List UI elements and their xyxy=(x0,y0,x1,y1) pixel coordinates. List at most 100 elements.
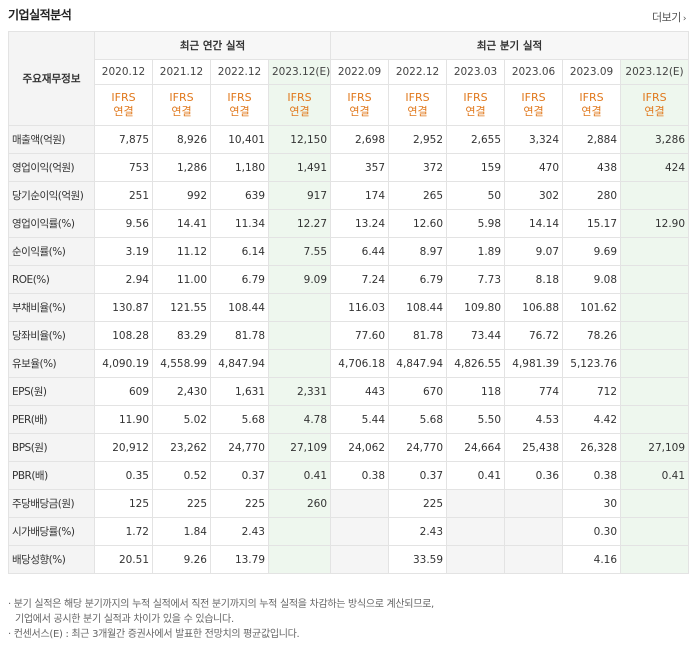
ifrs-standard-label: IFRS 연결 xyxy=(330,84,390,126)
chevron-right-icon: › xyxy=(682,14,687,24)
table-cell: 0.35 xyxy=(94,461,153,490)
table-cell: 2,655 xyxy=(446,125,506,154)
table-cell: 13.79 xyxy=(210,545,269,574)
more-link[interactable]: 더보기 › xyxy=(652,9,687,25)
ifrs-standard-label: IFRS 연결 xyxy=(504,84,564,126)
table-cell: 3.19 xyxy=(94,237,153,266)
table-cell xyxy=(620,545,690,574)
table-cell: 4.53 xyxy=(504,405,564,434)
table-cell: 917 xyxy=(267,181,332,210)
table-cell: 0.41 xyxy=(620,461,690,490)
table-cell: 9.07 xyxy=(504,237,564,266)
table-row: 순이익률(%) 3.19 11.12 6.14 7.55 6.44 8.97 1.89 9.07… xyxy=(8,237,690,266)
table-cell: 639 xyxy=(210,181,269,210)
table-cell: 13.24 xyxy=(330,209,390,238)
table-cell xyxy=(620,489,690,518)
table-row: PBR(배) 0.35 0.52 0.37 0.41 0.38 0.37 0.41 0.36 0.… xyxy=(8,461,690,490)
row-label: EPS(원) xyxy=(8,377,95,406)
table-cell: 109.80 xyxy=(446,293,506,322)
table-row: 영업이익률(%) 9.56 14.41 11.34 12.27 13.24 12.60 5.9… xyxy=(8,209,690,238)
table-cell: 443 xyxy=(330,377,390,406)
table-cell: 4.42 xyxy=(562,405,622,434)
table-cell: 4,706.18 xyxy=(330,349,390,378)
table-cell: 753 xyxy=(94,153,153,182)
table-cell: 0.37 xyxy=(388,461,448,490)
table-cell: 174 xyxy=(330,181,390,210)
table-cell: 8.97 xyxy=(388,237,448,266)
table-cell xyxy=(504,545,564,574)
table-cell: 12,150 xyxy=(267,125,332,154)
ifrs-standard-label: IFRS 연결 xyxy=(267,84,332,126)
table-cell: 26,328 xyxy=(562,433,622,462)
table-cell: 5.68 xyxy=(210,405,269,434)
table-cell: 15.17 xyxy=(562,209,622,238)
table-cell: 7.73 xyxy=(446,265,506,294)
period-header: 2020.12 xyxy=(94,59,153,85)
table-cell: 106.88 xyxy=(504,293,564,322)
table-cell: 9.26 xyxy=(152,545,211,574)
table-cell: 1.84 xyxy=(152,517,211,546)
table-cell: 470 xyxy=(504,153,564,182)
ifrs-standard-label: IFRS 연결 xyxy=(152,84,211,126)
table-cell: 4,826.55 xyxy=(446,349,506,378)
table-cell: 8,926 xyxy=(152,125,211,154)
ifrs-standard-label: IFRS 연결 xyxy=(562,84,622,126)
table-cell: 1,631 xyxy=(210,377,269,406)
table-row: PER(배) 11.90 5.02 5.68 4.78 5.44 5.68 5.50 4.53 4… xyxy=(8,405,690,434)
table-row: BPS(원) 20,912 23,262 24,770 27,109 24,062 24,7… xyxy=(8,433,690,462)
row-label: 영업이익률(%) xyxy=(8,209,95,238)
table-cell xyxy=(620,377,690,406)
quarter-group-header: 최근 분기 실적 xyxy=(330,31,690,60)
standard-header-row: IFRS 연결 IFRS 연결 IFRS 연결 IFRS 연결 IFRS 연결 IFRS 연결 IFRS… xyxy=(9,84,690,126)
period-header: 2021.12 xyxy=(152,59,211,85)
table-cell: 9.08 xyxy=(562,265,622,294)
table-cell: 8.18 xyxy=(504,265,564,294)
footnote-1: · 분기 실적은 해당 분기까지의 누적 실적에서 직전 분기까지의 누적 실적… xyxy=(8,599,434,610)
table-cell: 992 xyxy=(152,181,211,210)
footnotes: · 분기 실적은 해당 분기까지의 누적 실적에서 직전 분기까지의 누적 실적… xyxy=(8,597,434,642)
row-label: 배당성향(%) xyxy=(8,545,95,574)
table-cell: 83.29 xyxy=(152,321,211,350)
table-cell: 9.56 xyxy=(94,209,153,238)
table-row: 매출액(억원) 7,875 8,926 10,401 12,150 2,698 2,952 2… xyxy=(8,125,690,154)
table-cell: 225 xyxy=(210,489,269,518)
table-cell: 108.44 xyxy=(388,293,448,322)
table-cell: 25,438 xyxy=(504,433,564,462)
table-cell: 6.14 xyxy=(210,237,269,266)
section-title: 기업실적분석 xyxy=(8,8,72,22)
table-cell: 130.87 xyxy=(94,293,153,322)
table-cell xyxy=(446,545,506,574)
table-cell: 10,401 xyxy=(210,125,269,154)
ifrs-standard-label: IFRS 연결 xyxy=(388,84,448,126)
table-body: 매출액(억원) 7,875 8,926 10,401 12,150 2,698 2,952 2… xyxy=(8,125,690,574)
table-cell: 2,331 xyxy=(267,377,332,406)
table-cell xyxy=(267,293,332,322)
table-row: 주당배당금(원) 125 225 225 260 225 30 xyxy=(8,489,690,518)
table-cell: 118 xyxy=(446,377,506,406)
table-cell xyxy=(267,545,332,574)
financial-table: 주요재무정보 최근 연간 실적 최근 분기 실적 2020.12 2021.12 2… xyxy=(8,31,690,574)
table-cell xyxy=(620,349,690,378)
table-cell: 11.34 xyxy=(210,209,269,238)
table-cell: 4,847.94 xyxy=(388,349,448,378)
table-cell: 121.55 xyxy=(152,293,211,322)
table-cell xyxy=(330,545,390,574)
table-cell: 774 xyxy=(504,377,564,406)
annual-group-header: 최근 연간 실적 xyxy=(93,31,332,60)
table-cell xyxy=(620,293,690,322)
table-cell: 2,698 xyxy=(330,125,390,154)
table-cell: 108.28 xyxy=(94,321,153,350)
table-cell: 0.41 xyxy=(446,461,506,490)
table-cell xyxy=(446,517,506,546)
table-cell: 0.36 xyxy=(504,461,564,490)
table-cell: 5.98 xyxy=(446,209,506,238)
table-cell: 9.69 xyxy=(562,237,622,266)
table-cell xyxy=(504,489,564,518)
table-cell: 225 xyxy=(388,489,448,518)
table-cell: 50 xyxy=(446,181,506,210)
table-cell: 20,912 xyxy=(94,433,153,462)
table-cell xyxy=(620,321,690,350)
table-cell: 4,981.39 xyxy=(504,349,564,378)
table-cell xyxy=(267,321,332,350)
table-cell xyxy=(620,181,690,210)
